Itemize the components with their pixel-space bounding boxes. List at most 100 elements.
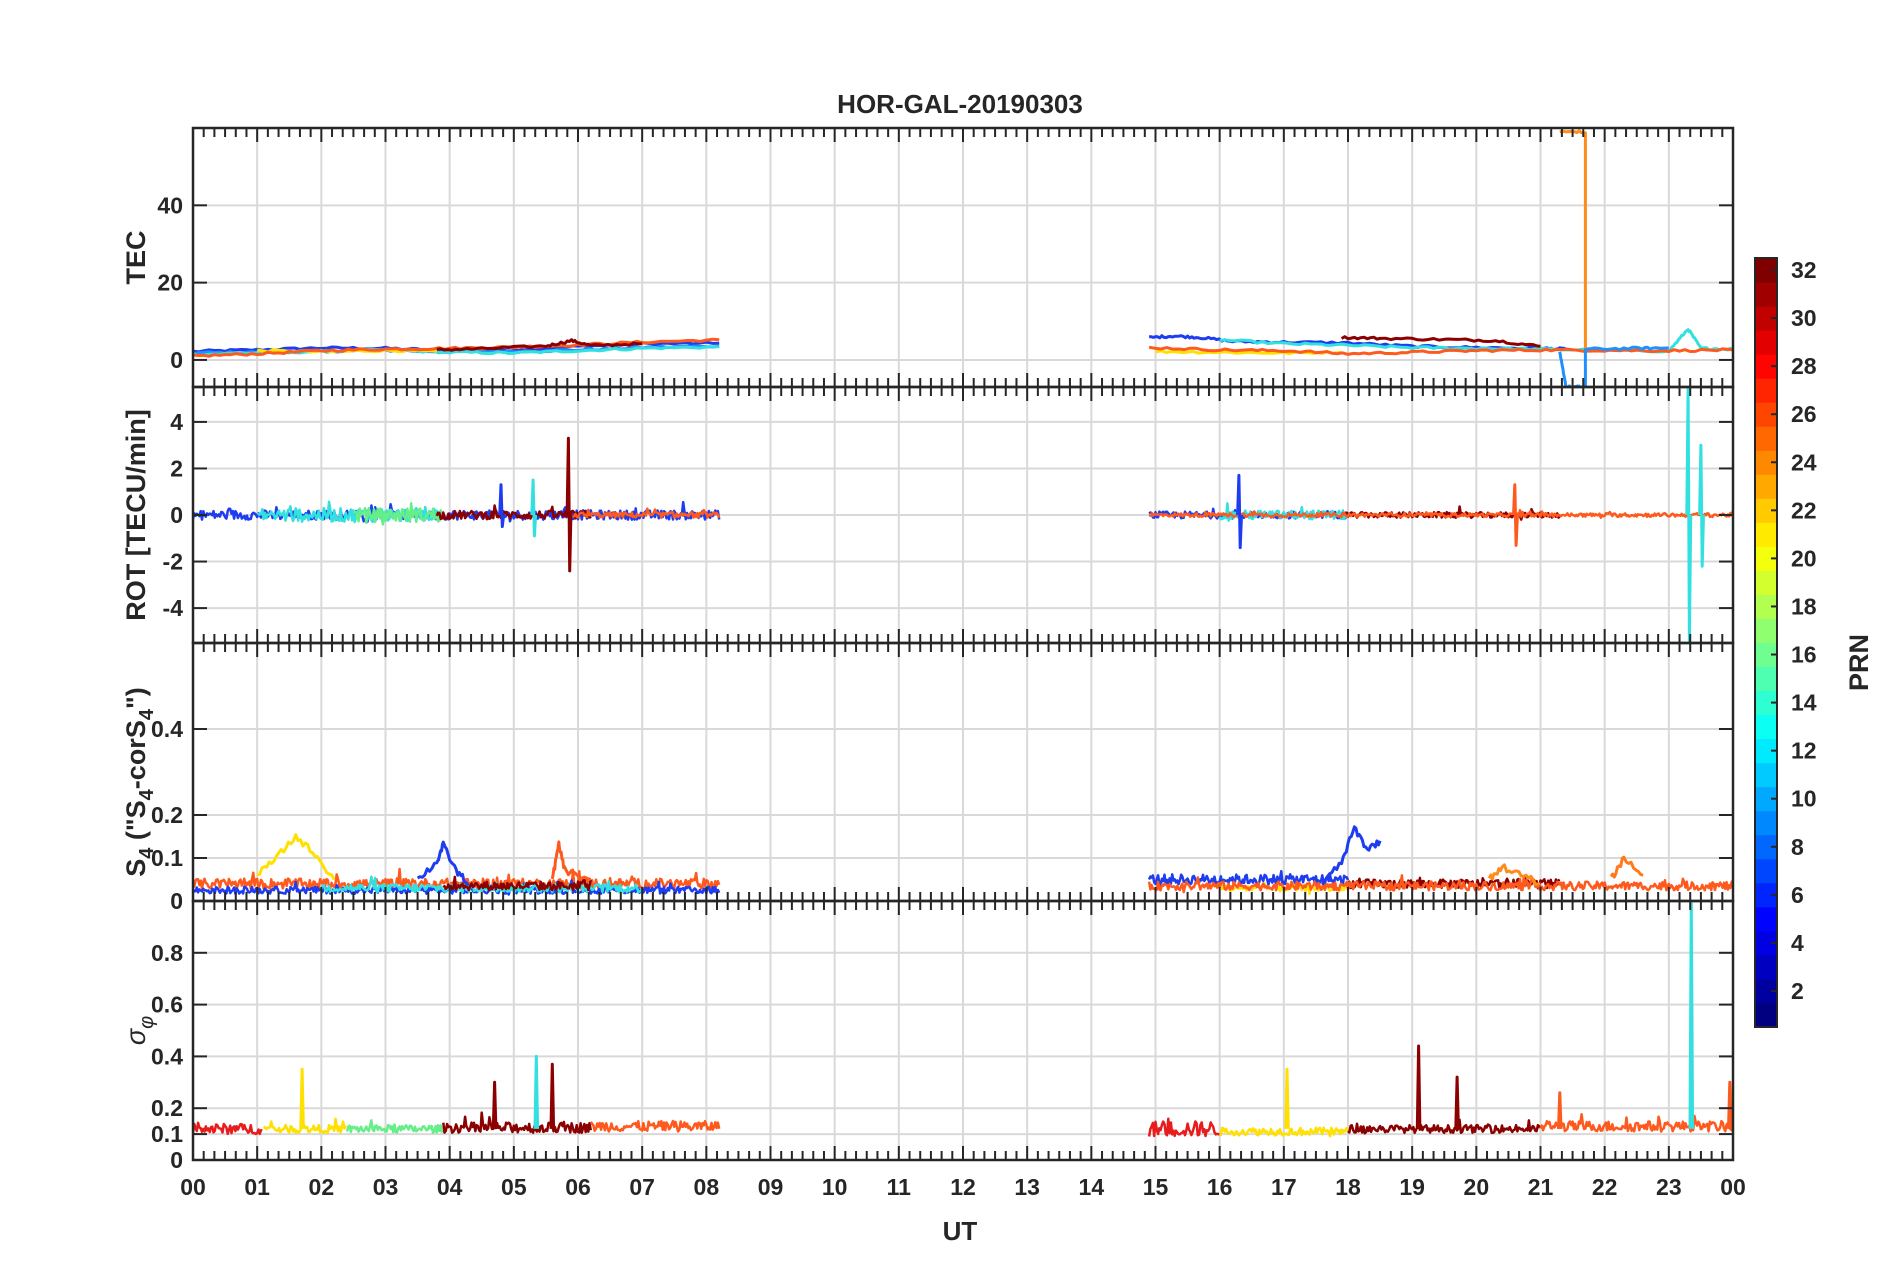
colorbar-tick-label: 24: [1791, 449, 1817, 475]
colorbar-tick-label: 2: [1791, 978, 1804, 1004]
noise-prn-20: [1218, 1126, 1350, 1138]
spike-prn-14: [1688, 901, 1695, 1129]
noise-prn-30: [442, 1111, 593, 1134]
x-tick-label: 01: [244, 1174, 270, 1200]
colorbar-step: [1755, 426, 1777, 451]
x-tick-label: 10: [822, 1174, 848, 1200]
x-tick-label: 06: [565, 1174, 591, 1200]
bump-prn-23: [1487, 863, 1541, 886]
y-axis-label-part: "): [121, 687, 151, 709]
colorbar-step: [1755, 810, 1777, 836]
colorbar-step: [1755, 330, 1777, 355]
colorbar-step: [1755, 690, 1777, 716]
x-tick-label: 00: [1720, 1174, 1746, 1200]
colorbar-tick-label: 10: [1791, 786, 1817, 812]
y-tick-label: 0: [170, 347, 183, 373]
spike-prn-4: [498, 483, 506, 529]
colorbar-step: [1755, 594, 1777, 619]
series-prn-30: [436, 338, 643, 352]
y-tick-label: 0.1: [151, 845, 183, 871]
bump-prn-24: [1609, 855, 1644, 879]
x-tick-label: 02: [309, 1174, 335, 1200]
noise-prn-28: [193, 1121, 263, 1136]
colorbar-step: [1755, 882, 1777, 908]
y-tick-label: 20: [157, 270, 183, 296]
data-rot: [193, 387, 1733, 643]
colorbar-tick-label: 28: [1791, 353, 1817, 379]
colorbar-tick-label: 30: [1791, 305, 1817, 331]
spike-prn-14: [530, 478, 538, 538]
colorbar-tick-label: 20: [1791, 545, 1817, 571]
colorbar-step: [1755, 258, 1777, 283]
panel-s4: 00.10.20.4S4 ("S4-corS4"): [121, 641, 1735, 914]
y-axis-label-tec: TEC: [121, 231, 151, 285]
x-tick-label: 08: [694, 1174, 720, 1200]
y-axis-label-rot: ROT [TECU/min]: [121, 409, 151, 620]
colorbar-tick-label: 16: [1791, 642, 1817, 668]
colorbar-step: [1755, 450, 1777, 475]
colorbar-tick-label: 18: [1791, 593, 1817, 619]
x-tick-label: 23: [1656, 1174, 1682, 1200]
bump-prn-4: [416, 840, 470, 886]
y-tick-label: 0.2: [151, 1095, 183, 1121]
ticks-tec: 0 20 40: [157, 128, 1734, 387]
series-prn-26: [1148, 345, 1733, 356]
y-axis-label-part: S: [121, 859, 151, 877]
noise-prn-30: [1347, 1118, 1542, 1135]
colorbar-step: [1755, 642, 1777, 668]
y-tick-label: -2: [163, 549, 183, 575]
noise-prn-30: [435, 504, 592, 521]
y-axis-label-part: 4: [136, 708, 158, 720]
colorbar-tick-label: 22: [1791, 497, 1817, 523]
colorbar-step: [1755, 930, 1777, 956]
y-tick-label: 0.8: [151, 940, 183, 966]
spike-prn-14: [1685, 387, 1693, 643]
spike-prn-30: [1415, 1044, 1422, 1129]
colorbar-tick-label: 6: [1791, 882, 1804, 908]
colorbar-tick-label: 14: [1791, 690, 1817, 716]
spike-prn-30: [1454, 1075, 1460, 1129]
colorbar-step: [1755, 402, 1777, 427]
y-tick-label: 40: [157, 192, 183, 218]
series-prn-9: [1558, 345, 1669, 387]
spike-prn-14: [1698, 443, 1705, 568]
x-tick-label: 07: [629, 1174, 655, 1200]
spike-prn-26: [1512, 483, 1519, 547]
y-axis-label-part: φ: [136, 1016, 158, 1029]
noise-prn-26: [1539, 1113, 1733, 1133]
bump-prn-20: [256, 833, 336, 881]
colorbar-step: [1755, 306, 1777, 331]
colorbar-step: [1755, 1002, 1777, 1028]
x-tick-label: 21: [1528, 1174, 1554, 1200]
y-tick-label: 0.4: [151, 1043, 183, 1069]
colorbar-step: [1755, 762, 1777, 788]
colorbar-step: [1755, 546, 1777, 571]
noise-prn-4: [193, 879, 721, 896]
spike-prn-30: [549, 1062, 556, 1129]
x-tick-label: 05: [501, 1174, 527, 1200]
x-tick-label: 19: [1399, 1174, 1425, 1200]
colorbar-tick-label: 4: [1791, 930, 1804, 956]
y-tick-label: -4: [163, 595, 184, 621]
x-tick-labels: 00 01 02 03 04 05 06 07 08 09 10 11 12 13 14 15 16 17 18 19…: [180, 1174, 1746, 1200]
colorbar-step: [1755, 786, 1777, 812]
noise-prn-16: [345, 1119, 444, 1134]
colorbar-tick-label: 26: [1791, 401, 1817, 427]
y-axis-label-part: ("S: [121, 800, 151, 847]
bump-prn-4: [1321, 825, 1382, 886]
data-sigma: [193, 901, 1733, 1138]
spike-prn-26: [1727, 1080, 1733, 1129]
series-prn-20: [1155, 349, 1342, 356]
x-tick-label: 00: [180, 1174, 206, 1200]
spike-prn-26: [1557, 1091, 1563, 1129]
series-prn-30: [1340, 335, 1541, 348]
colorbar-step: [1755, 378, 1777, 403]
y-tick-label: 0: [170, 1147, 183, 1173]
colorbar-step: [1755, 714, 1777, 740]
x-tick-label: 18: [1335, 1174, 1361, 1200]
x-tick-label: 13: [1014, 1174, 1040, 1200]
chart-title: HOR-GAL-20190303: [837, 89, 1083, 119]
x-tick-label: 15: [1143, 1174, 1169, 1200]
